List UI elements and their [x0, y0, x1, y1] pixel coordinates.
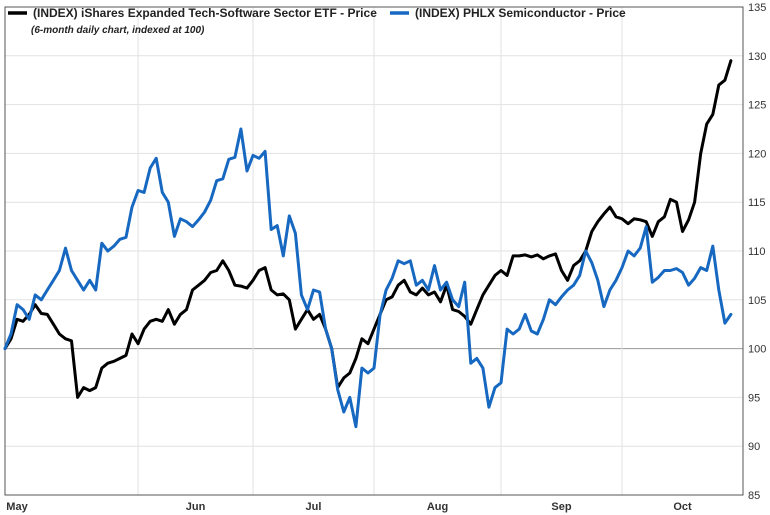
y-tick-label: 105 [748, 295, 766, 307]
legend-label-software: (INDEX) iShares Expanded Tech-Software S… [33, 6, 377, 20]
chart-container: 85 90 95 100 105 110 115 120 125 130 135 May Jun Jul A… [0, 0, 770, 515]
legend-label-semiconductor: (INDEX) PHLX Semiconductor - Price [415, 6, 626, 20]
y-tick-label: 130 [748, 51, 766, 63]
y-tick-label: 110 [748, 246, 766, 258]
y-tick-label: 90 [748, 441, 760, 453]
y-tick-label: 135 [748, 2, 766, 14]
axis-layer: 85 90 95 100 105 110 115 120 125 130 135 May Jun Jul A… [5, 2, 766, 513]
y-tick-label: 115 [748, 197, 766, 209]
x-tick-label-oct: Oct [673, 501, 692, 513]
chart-subtitle: (6-month daily chart, indexed at 100) [31, 25, 205, 36]
legend: (INDEX) iShares Expanded Tech-Software S… [8, 6, 626, 36]
x-tick-label-may: May [6, 501, 28, 513]
y-tick-label: 85 [748, 490, 760, 502]
grid-layer [5, 7, 743, 495]
x-tick-label-jul: Jul [306, 501, 322, 513]
y-tick-label: 100 [748, 344, 766, 356]
x-tick-label-sep: Sep [551, 501, 571, 513]
x-tick-label-aug: Aug [427, 501, 448, 513]
y-tick-label: 95 [748, 392, 760, 404]
x-tick-label-jun: Jun [186, 501, 206, 513]
y-tick-label: 125 [748, 100, 766, 112]
y-tick-label: 120 [748, 148, 766, 160]
line-chart: 85 90 95 100 105 110 115 120 125 130 135 May Jun Jul A… [0, 0, 770, 515]
